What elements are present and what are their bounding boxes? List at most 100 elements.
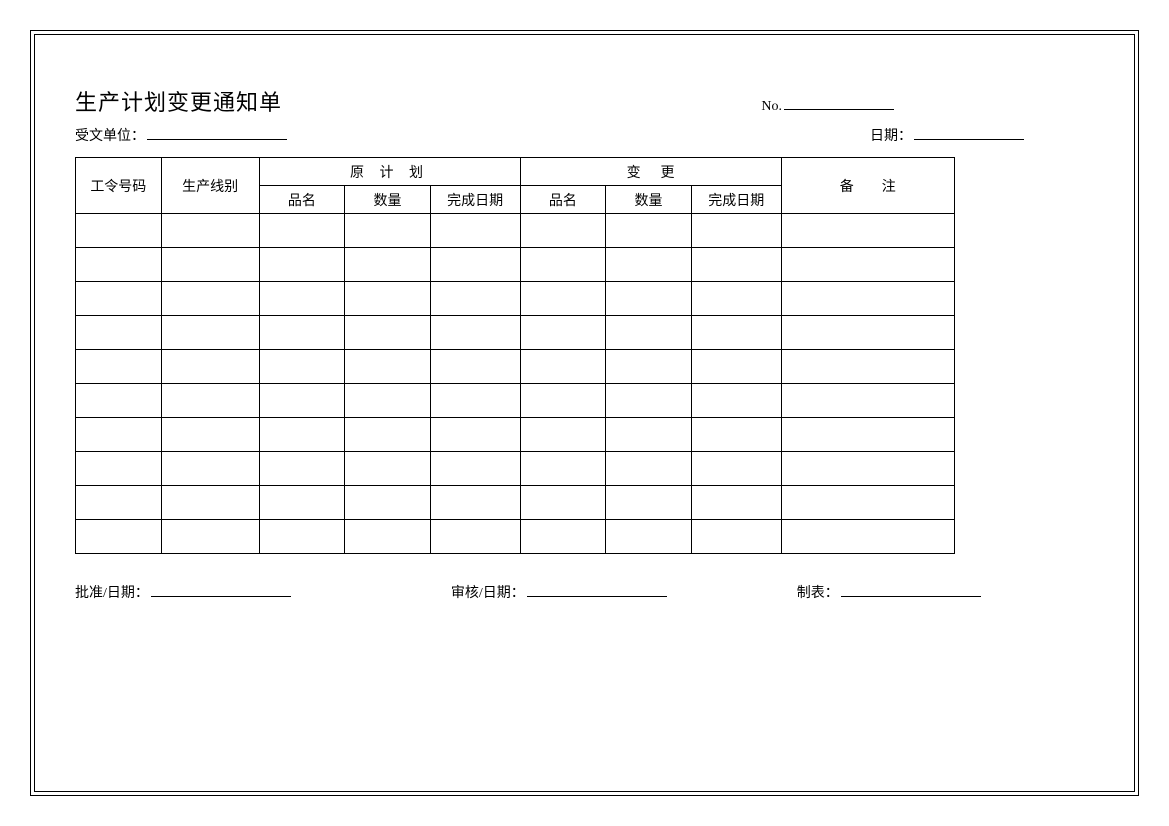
table-cell <box>606 214 692 248</box>
table-cell <box>520 350 606 384</box>
table-cell <box>345 316 431 350</box>
preparer-label: 制表： <box>797 582 839 602</box>
table-cell <box>161 384 259 418</box>
review-field: 审核/日期： <box>451 582 667 602</box>
th-chg-qty: 数量 <box>606 186 692 214</box>
table-cell <box>691 316 781 350</box>
table-cell <box>781 248 954 282</box>
table-row <box>76 384 955 418</box>
table-cell <box>76 384 162 418</box>
table-cell <box>781 520 954 554</box>
table-cell <box>781 384 954 418</box>
table-cell <box>691 520 781 554</box>
table-cell <box>781 452 954 486</box>
page-title: 生产计划变更通知单 <box>75 85 282 117</box>
recipient-field: 受文单位： <box>75 125 287 145</box>
table-cell <box>76 418 162 452</box>
table-row <box>76 520 955 554</box>
table-cell <box>691 384 781 418</box>
preparer-field: 制表： <box>797 582 981 602</box>
table-cell <box>781 486 954 520</box>
table-cell <box>430 520 520 554</box>
table-cell <box>161 486 259 520</box>
th-orig-name: 品名 <box>259 186 345 214</box>
table-cell <box>781 418 954 452</box>
table-cell <box>520 214 606 248</box>
table-cell <box>161 452 259 486</box>
table-row <box>76 316 955 350</box>
review-underline <box>527 596 667 597</box>
no-label: No. <box>761 99 782 115</box>
table-cell <box>76 452 162 486</box>
table-cell <box>76 350 162 384</box>
approve-label: 批准/日期： <box>75 582 149 602</box>
table-cell <box>430 452 520 486</box>
table-cell <box>520 486 606 520</box>
th-remark: 备注 <box>781 158 954 214</box>
no-underline <box>784 109 894 110</box>
table-cell <box>520 316 606 350</box>
table-cell <box>430 282 520 316</box>
table-cell <box>161 316 259 350</box>
table-cell <box>430 350 520 384</box>
table-cell <box>606 486 692 520</box>
table-cell <box>259 418 345 452</box>
plan-change-table: 工令号码 生产线别 原 计 划 变更 备注 品名 数量 完成日期 品名 数量 完… <box>75 157 955 554</box>
table-cell <box>520 248 606 282</box>
table-cell <box>259 486 345 520</box>
table-cell <box>691 418 781 452</box>
table-cell <box>520 452 606 486</box>
table-cell <box>520 384 606 418</box>
table-cell <box>345 384 431 418</box>
th-chg-name: 品名 <box>520 186 606 214</box>
table-cell <box>606 248 692 282</box>
table-cell <box>781 350 954 384</box>
approve-underline <box>151 596 291 597</box>
table-cell <box>345 214 431 248</box>
table-cell <box>161 520 259 554</box>
table-cell <box>259 452 345 486</box>
sub-header-row: 受文单位： 日期： <box>75 125 1094 145</box>
th-chg-complete-date: 完成日期 <box>691 186 781 214</box>
table-cell <box>259 316 345 350</box>
table-row <box>76 214 955 248</box>
table-cell <box>345 486 431 520</box>
table-cell <box>430 214 520 248</box>
th-order-no: 工令号码 <box>76 158 162 214</box>
table-cell <box>606 282 692 316</box>
table-cell <box>76 486 162 520</box>
table-cell <box>76 520 162 554</box>
inner-frame: 生产计划变更通知单 No. 受文单位： 日期： <box>34 34 1135 792</box>
table-row <box>76 418 955 452</box>
table-cell <box>76 214 162 248</box>
table-cell <box>606 384 692 418</box>
table-cell <box>430 418 520 452</box>
date-underline <box>914 139 1024 140</box>
th-orig-qty: 数量 <box>345 186 431 214</box>
table-cell <box>259 520 345 554</box>
table-cell <box>781 214 954 248</box>
table-cell <box>520 282 606 316</box>
table-cell <box>259 350 345 384</box>
table-cell <box>691 350 781 384</box>
table-cell <box>345 282 431 316</box>
table-cell <box>161 214 259 248</box>
table-cell <box>161 282 259 316</box>
table-cell <box>691 486 781 520</box>
table-cell <box>345 452 431 486</box>
table-cell <box>76 282 162 316</box>
review-label: 审核/日期： <box>451 582 525 602</box>
preparer-underline <box>841 596 981 597</box>
table-cell <box>606 452 692 486</box>
th-change: 变更 <box>520 158 781 186</box>
table-cell <box>430 486 520 520</box>
table-cell <box>161 248 259 282</box>
table-cell <box>606 316 692 350</box>
no-field: No. <box>761 99 894 115</box>
table-cell <box>520 418 606 452</box>
table-body <box>76 214 955 554</box>
table-cell <box>76 316 162 350</box>
table-cell <box>691 452 781 486</box>
table-cell <box>259 248 345 282</box>
table-row <box>76 350 955 384</box>
